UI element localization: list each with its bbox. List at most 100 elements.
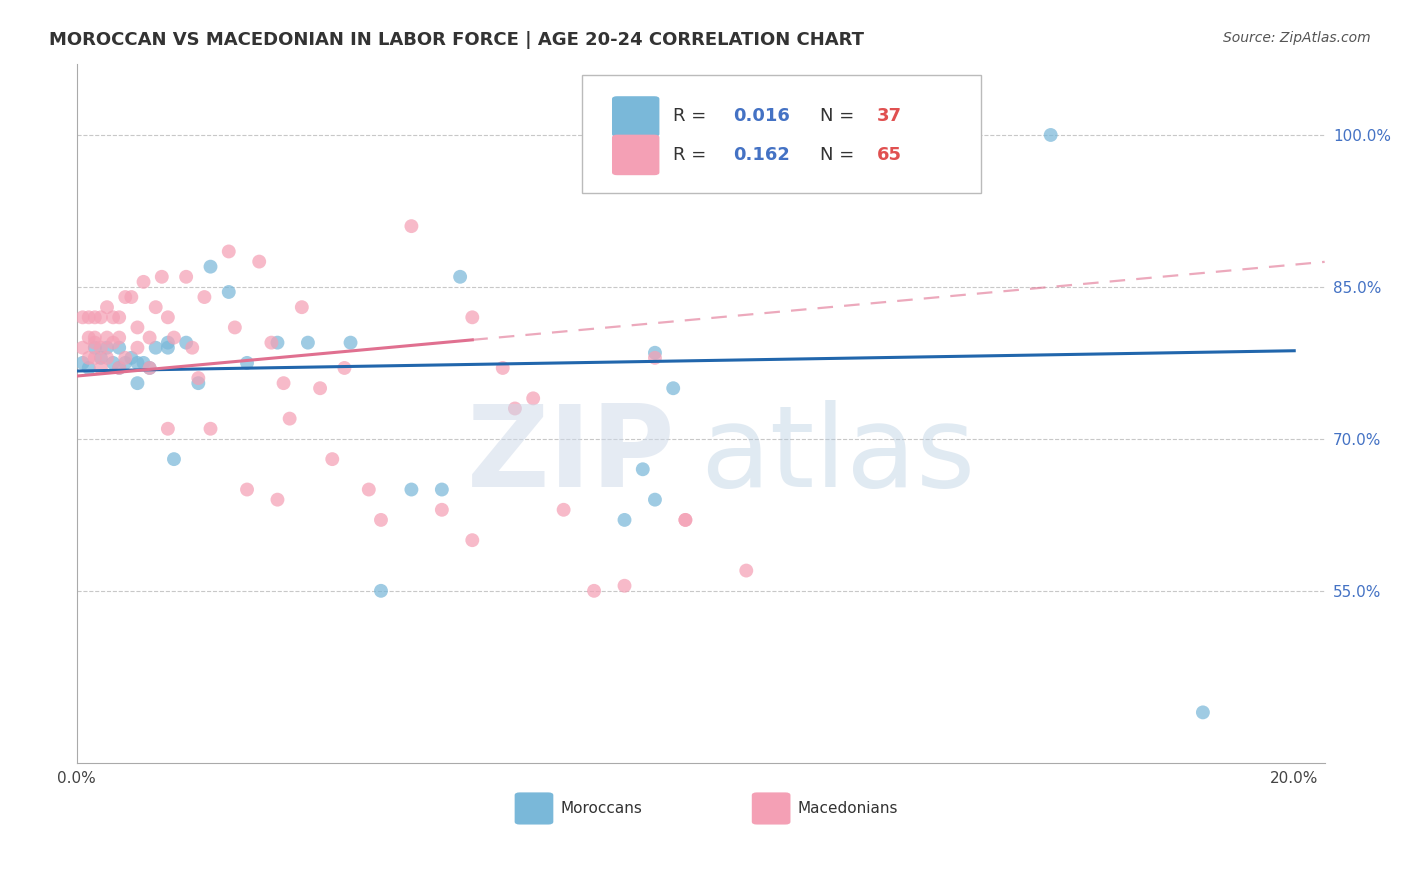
Point	[673, 513, 696, 527]
Point	[187, 376, 209, 391]
Point	[273, 376, 295, 391]
Point	[138, 361, 160, 376]
Point	[108, 330, 131, 344]
Point	[108, 361, 131, 376]
Point	[266, 492, 288, 507]
Text: N =: N =	[821, 107, 860, 126]
Point	[339, 335, 361, 350]
Point	[83, 330, 105, 344]
Point	[174, 335, 197, 350]
Text: Source: ZipAtlas.com: Source: ZipAtlas.com	[1223, 31, 1371, 45]
Point	[357, 483, 380, 497]
Point	[449, 269, 471, 284]
Point	[583, 583, 606, 598]
Point	[613, 579, 636, 593]
Point	[644, 345, 666, 359]
Point	[613, 513, 636, 527]
Point	[224, 320, 246, 334]
Point	[503, 401, 526, 416]
Point	[461, 533, 484, 548]
Point	[662, 381, 685, 395]
Point	[333, 361, 356, 376]
Point	[673, 513, 696, 527]
Point	[236, 483, 259, 497]
Text: 0.162: 0.162	[733, 146, 790, 164]
Point	[150, 269, 173, 284]
FancyBboxPatch shape	[582, 75, 981, 194]
Text: R =: R =	[673, 146, 713, 164]
Point	[108, 310, 131, 325]
Point	[187, 371, 209, 385]
Point	[101, 310, 124, 325]
Point	[114, 356, 136, 370]
Point	[120, 351, 142, 365]
Point	[96, 300, 118, 314]
Point	[90, 341, 112, 355]
Point	[370, 513, 392, 527]
Point	[181, 341, 204, 355]
FancyBboxPatch shape	[612, 96, 659, 136]
Point	[77, 361, 100, 376]
Point	[127, 356, 149, 370]
Point	[138, 361, 160, 376]
Text: ZIP: ZIP	[467, 400, 676, 511]
Point	[430, 483, 453, 497]
Point	[236, 356, 259, 370]
Point	[96, 351, 118, 365]
Point	[72, 310, 94, 325]
Point	[108, 361, 131, 376]
Point	[145, 341, 167, 355]
Point	[278, 411, 301, 425]
Point	[114, 351, 136, 365]
Point	[127, 376, 149, 391]
FancyBboxPatch shape	[752, 792, 790, 824]
Point	[631, 462, 654, 476]
Point	[132, 356, 155, 370]
Point	[218, 244, 240, 259]
Text: N =: N =	[821, 146, 860, 164]
Point	[156, 310, 179, 325]
Point	[247, 254, 270, 268]
Point	[127, 320, 149, 334]
Point	[156, 335, 179, 350]
Point	[218, 285, 240, 299]
Point	[200, 422, 222, 436]
Text: 65: 65	[876, 146, 901, 164]
Point	[156, 422, 179, 436]
Text: Macedonians: Macedonians	[799, 801, 898, 816]
Point	[644, 351, 666, 365]
Point	[77, 351, 100, 365]
FancyBboxPatch shape	[515, 792, 554, 824]
Point	[77, 310, 100, 325]
Point	[156, 341, 179, 355]
Text: Moroccans: Moroccans	[561, 801, 643, 816]
Point	[83, 310, 105, 325]
Point	[291, 300, 314, 314]
Point	[297, 335, 319, 350]
Text: atlas: atlas	[700, 400, 976, 511]
Point	[90, 310, 112, 325]
Point	[96, 330, 118, 344]
Point	[492, 361, 515, 376]
Point	[83, 335, 105, 350]
Point	[83, 351, 105, 365]
Point	[1192, 706, 1215, 720]
Point	[132, 275, 155, 289]
Text: R =: R =	[673, 107, 713, 126]
Point	[108, 341, 131, 355]
Point	[200, 260, 222, 274]
Point	[72, 341, 94, 355]
Point	[193, 290, 215, 304]
Point	[163, 452, 186, 467]
Point	[114, 290, 136, 304]
Point	[77, 330, 100, 344]
Point	[138, 330, 160, 344]
Point	[401, 219, 423, 234]
Point	[430, 503, 453, 517]
Text: 0.016: 0.016	[733, 107, 790, 126]
FancyBboxPatch shape	[612, 135, 659, 175]
Point	[309, 381, 332, 395]
Point	[461, 310, 484, 325]
Text: 37: 37	[876, 107, 901, 126]
Point	[96, 341, 118, 355]
